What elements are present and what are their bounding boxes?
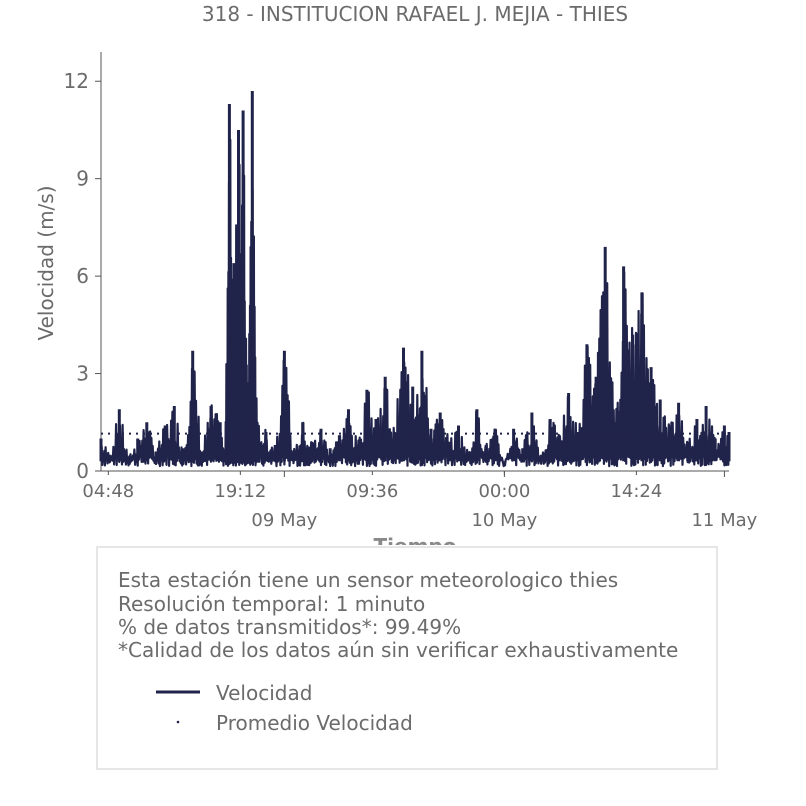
info-station-sensor: Esta estación tiene un sensor meteorolog… bbox=[118, 568, 619, 592]
y-tick-label: 12 bbox=[64, 69, 89, 93]
x-axis-label: Tiempo bbox=[374, 534, 457, 545]
y-tick-label: 6 bbox=[76, 264, 89, 288]
x-tick-label: 00:00 bbox=[478, 481, 530, 502]
y-tick-label: 9 bbox=[76, 167, 89, 191]
chart-title: 318 - INSTITUCION RAFAEL J. MEJIA - THIE… bbox=[201, 2, 629, 26]
info-resolution: Resolución temporal: 1 minuto bbox=[118, 592, 426, 616]
legend-promedio-swatch bbox=[176, 720, 180, 724]
x-tick-label-date: 09 May bbox=[251, 510, 317, 531]
x-tick-label-date: 11 May bbox=[691, 510, 757, 531]
chart-plot: 0 3 6 9 12 04:48 19:12 09:36 00:00 14:24 09 May 10 … bbox=[34, 52, 758, 545]
x-tick-label-date: 10 May bbox=[471, 510, 537, 531]
info-transmitted: % de datos transmitidos*: 99.49% bbox=[118, 615, 462, 639]
y-axis-label: Velocidad (m/s) bbox=[34, 185, 58, 340]
legend-promedio-label: Promedio Velocidad bbox=[216, 711, 413, 735]
x-tick-label: 14:24 bbox=[610, 481, 662, 502]
info-box: Esta estación tiene un sensor meteorolog… bbox=[96, 546, 718, 770]
x-tick-label: 09:36 bbox=[346, 481, 398, 502]
series-velocidad-peaks bbox=[99, 91, 731, 465]
legend-velocidad-label: Velocidad bbox=[216, 681, 313, 705]
legend-swatches bbox=[156, 690, 200, 724]
series-velocidad-line bbox=[99, 126, 731, 468]
info-quality-note: *Calidad de los datos aún sin verificar … bbox=[118, 638, 679, 662]
x-tick-label: 04:48 bbox=[82, 481, 134, 502]
y-tick-label: 3 bbox=[76, 362, 89, 386]
x-tick-label: 19:12 bbox=[214, 481, 266, 502]
y-tick-label: 0 bbox=[76, 459, 89, 483]
